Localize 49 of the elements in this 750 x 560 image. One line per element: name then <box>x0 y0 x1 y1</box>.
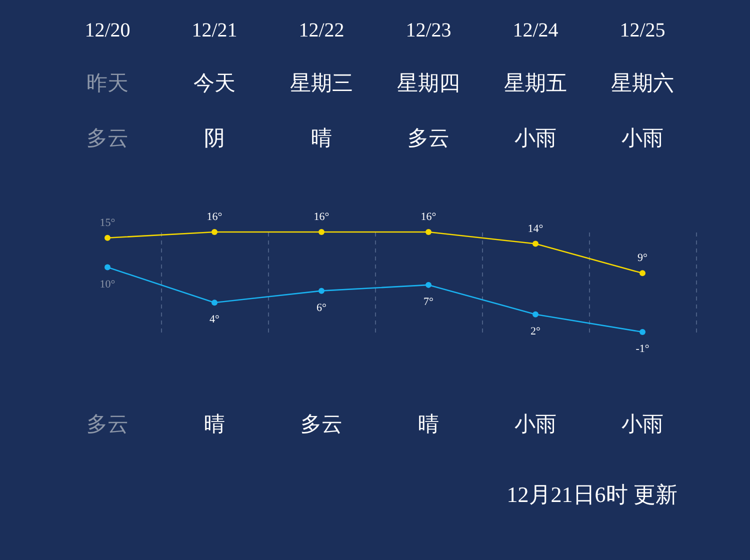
data-label: 2° <box>530 325 540 338</box>
data-label: 7° <box>424 296 434 308</box>
point <box>104 234 110 241</box>
text: 阴 <box>204 126 225 150</box>
point <box>318 229 324 235</box>
text: 小雨 <box>622 126 664 150</box>
text: 小雨 <box>514 412 556 436</box>
data-label: 10° <box>100 278 116 290</box>
x-tick-label: 12/20 <box>84 20 130 42</box>
point <box>532 311 538 318</box>
point <box>532 240 538 247</box>
point <box>212 300 218 306</box>
data-label: 9° <box>638 252 648 264</box>
data-label: 15° <box>100 216 116 229</box>
text: 晴 <box>418 412 439 436</box>
point <box>318 288 324 294</box>
text: 昨天 <box>86 71 128 95</box>
text: 小雨 <box>514 126 556 150</box>
text: 小雨 <box>622 412 664 436</box>
x-tick-label: 12/24 <box>512 20 558 42</box>
data-label: 6° <box>316 302 326 314</box>
point <box>640 329 646 335</box>
text: 多云 <box>86 126 128 150</box>
text: 星期五 <box>504 71 567 95</box>
data-label: 14° <box>528 222 544 235</box>
text: 多云 <box>408 126 450 150</box>
text: 晴 <box>204 412 225 436</box>
text: 晴 <box>311 126 332 150</box>
x-tick-label: 12/23 <box>406 20 452 42</box>
text: 多云 <box>300 412 342 436</box>
data-label: 16° <box>314 211 330 223</box>
point <box>426 229 432 235</box>
text: 星期六 <box>611 71 674 95</box>
point <box>212 229 218 235</box>
text: 星期三 <box>290 71 353 95</box>
point <box>640 270 646 276</box>
point <box>104 264 110 270</box>
text: 多云 <box>86 412 128 436</box>
data-label: 4° <box>210 314 220 326</box>
x-tick-label: 12/25 <box>620 20 666 42</box>
text: 星期四 <box>397 71 460 95</box>
data-label: 16° <box>420 211 436 223</box>
text: 12月21日6时 更新 <box>506 482 678 507</box>
data-label: -1° <box>636 343 650 355</box>
text: 今天 <box>194 71 236 95</box>
x-tick-label: 12/22 <box>298 20 344 42</box>
x-tick-label: 12/21 <box>192 20 238 42</box>
point <box>426 282 432 288</box>
data-label: 16° <box>206 211 222 223</box>
